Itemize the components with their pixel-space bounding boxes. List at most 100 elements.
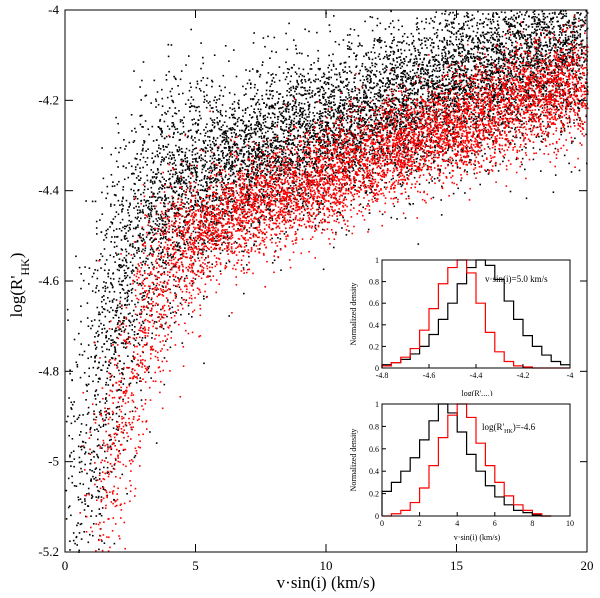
scatter-point (353, 140, 355, 143)
scatter-point (297, 161, 299, 164)
scatter-point (559, 11, 562, 13)
scatter-point (484, 33, 486, 36)
scatter-point (272, 95, 274, 97)
scatter-point (223, 133, 225, 136)
scatter-point (243, 139, 245, 141)
scatter-point (352, 159, 355, 161)
scatter-point (524, 64, 527, 67)
scatter-point (532, 158, 535, 161)
scatter-point (571, 36, 574, 38)
scatter-point (101, 311, 104, 314)
scatter-point (279, 113, 282, 115)
scatter-point (363, 97, 365, 99)
scatter-point (514, 143, 516, 145)
scatter-point (129, 382, 132, 385)
scatter-point (175, 213, 178, 215)
scatter-point (578, 55, 580, 57)
scatter-point (317, 151, 320, 153)
scatter-point (363, 182, 365, 184)
scatter-point (343, 117, 346, 120)
scatter-point (244, 145, 247, 148)
scatter-point (142, 166, 144, 169)
scatter-point (351, 132, 354, 135)
scatter-point (216, 192, 219, 195)
scatter-point (305, 93, 307, 95)
scatter-point (471, 48, 473, 51)
scatter-point (78, 549, 80, 552)
scatter-point (442, 82, 444, 85)
scatter-point (105, 229, 108, 232)
scatter-point (354, 185, 356, 187)
scatter-point (362, 109, 364, 112)
scatter-point (354, 105, 356, 107)
scatter-point (383, 186, 386, 188)
scatter-point (234, 110, 236, 112)
scatter-point (216, 159, 218, 161)
scatter-point (215, 139, 217, 142)
scatter-point (127, 267, 130, 269)
scatter-point (502, 98, 504, 101)
scatter-point (469, 19, 472, 22)
scatter-point (125, 225, 128, 228)
scatter-point (320, 141, 322, 143)
scatter-point (221, 249, 224, 252)
scatter-point (70, 407, 72, 409)
scatter-point (322, 152, 324, 155)
scatter-point (463, 15, 466, 18)
scatter-point (505, 42, 507, 45)
scatter-point (450, 55, 453, 57)
scatter-point (436, 141, 439, 144)
scatter-point (473, 47, 475, 49)
scatter-point (498, 45, 501, 47)
scatter-point (555, 59, 557, 61)
scatter-point (389, 153, 391, 155)
scatter-point (117, 199, 120, 202)
scatter-point (113, 204, 116, 206)
scatter-point (149, 225, 152, 227)
scatter-point (206, 182, 208, 185)
scatter-point (285, 231, 287, 233)
scatter-point (299, 126, 302, 129)
scatter-point (95, 416, 98, 418)
scatter-point (124, 297, 126, 300)
scatter-point (171, 228, 174, 231)
scatter-point (287, 209, 290, 212)
scatter-point (381, 146, 383, 148)
scatter-point (401, 184, 404, 186)
scatter-point (264, 164, 267, 166)
scatter-point (188, 313, 190, 315)
scatter-point (419, 70, 422, 72)
scatter-point (551, 59, 554, 62)
scatter-point (196, 171, 198, 173)
scatter-point (295, 93, 298, 95)
scatter-point (118, 258, 121, 260)
scatter-point (162, 231, 165, 233)
scatter-point (274, 180, 277, 183)
scatter-point (519, 77, 521, 79)
scatter-point (484, 69, 487, 71)
scatter-point (330, 93, 332, 96)
scatter-point (410, 148, 413, 150)
scatter-point (201, 249, 203, 251)
scatter-point (442, 84, 445, 86)
scatter-point (209, 275, 211, 278)
scatter-point (568, 117, 571, 119)
scatter-point (335, 86, 338, 89)
scatter-point (495, 93, 497, 96)
scatter-point (95, 389, 98, 391)
scatter-point (335, 156, 338, 159)
scatter-point (196, 80, 199, 83)
scatter-point (498, 78, 500, 80)
scatter-point (273, 183, 276, 186)
scatter-point (195, 172, 198, 175)
scatter-point (442, 68, 445, 71)
scatter-point (207, 177, 210, 179)
scatter-point (580, 24, 582, 27)
scatter-point (492, 14, 494, 16)
scatter-point (285, 207, 288, 210)
scatter-point (141, 79, 143, 82)
scatter-point (472, 80, 475, 83)
scatter-point (570, 31, 572, 33)
scatter-point (280, 161, 283, 163)
scatter-point (132, 141, 135, 143)
